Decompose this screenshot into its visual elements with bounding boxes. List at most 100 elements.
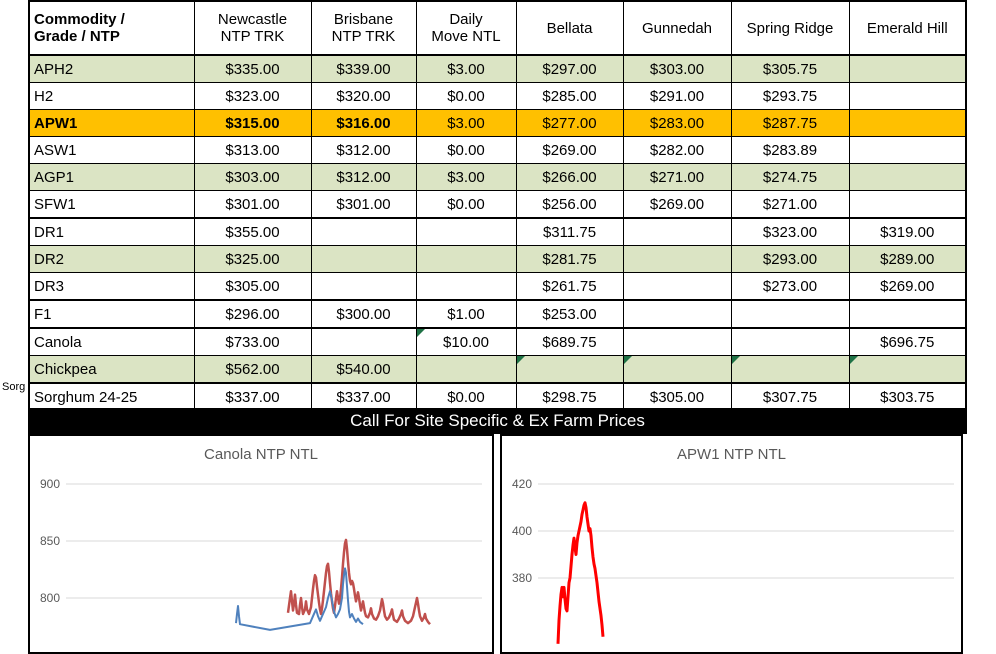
price-cell[interactable]: $355.00 xyxy=(193,217,312,246)
price-cell[interactable]: $320.00 xyxy=(310,82,417,110)
price-cell[interactable]: $3.00 xyxy=(415,54,517,83)
price-cell[interactable]: $325.00 xyxy=(193,245,312,273)
price-cell[interactable]: $312.00 xyxy=(310,163,417,191)
price-cell[interactable]: $733.00 xyxy=(193,327,312,356)
price-cell[interactable] xyxy=(515,355,624,384)
column-header[interactable]: Newcastle NTP TRK xyxy=(193,0,312,56)
price-cell[interactable]: $266.00 xyxy=(515,163,624,191)
price-cell[interactable]: $0.00 xyxy=(415,382,517,412)
price-cell[interactable]: $3.00 xyxy=(415,109,517,137)
price-cell[interactable]: $3.00 xyxy=(415,163,517,191)
price-cell[interactable]: $315.00 xyxy=(193,109,312,137)
price-cell[interactable]: $335.00 xyxy=(193,54,312,83)
price-cell[interactable]: $296.00 xyxy=(193,299,312,329)
price-cell[interactable]: $562.00 xyxy=(193,355,312,384)
price-cell[interactable]: $689.75 xyxy=(515,327,624,356)
price-cell[interactable]: $269.00 xyxy=(622,190,732,219)
price-cell[interactable] xyxy=(415,245,517,273)
price-cell[interactable] xyxy=(310,272,417,301)
row-label[interactable]: APH2 xyxy=(28,54,195,83)
price-cell[interactable] xyxy=(848,109,967,137)
row-label[interactable]: F1 xyxy=(28,299,195,329)
row-label[interactable]: DR3 xyxy=(28,272,195,301)
price-cell[interactable] xyxy=(622,327,732,356)
price-cell[interactable]: $1.00 xyxy=(415,299,517,329)
price-cell[interactable]: $0.00 xyxy=(415,190,517,219)
price-cell[interactable] xyxy=(622,355,732,384)
price-cell[interactable]: $0.00 xyxy=(415,82,517,110)
price-cell[interactable]: $283.00 xyxy=(622,109,732,137)
price-cell[interactable]: $301.00 xyxy=(193,190,312,219)
price-cell[interactable]: $269.00 xyxy=(515,136,624,164)
price-cell[interactable]: $323.00 xyxy=(193,82,312,110)
price-cell[interactable] xyxy=(310,245,417,273)
row-label[interactable]: AGP1 xyxy=(28,163,195,191)
price-cell[interactable]: $337.00 xyxy=(310,382,417,412)
column-header[interactable]: Spring Ridge xyxy=(730,0,850,56)
price-cell[interactable] xyxy=(415,217,517,246)
price-cell[interactable] xyxy=(415,355,517,384)
price-cell[interactable]: $540.00 xyxy=(310,355,417,384)
row-label[interactable]: DR2 xyxy=(28,245,195,273)
price-cell[interactable]: $256.00 xyxy=(515,190,624,219)
price-cell[interactable]: $305.00 xyxy=(193,272,312,301)
price-cell[interactable] xyxy=(730,299,850,329)
column-header[interactable]: Gunnedah xyxy=(622,0,732,56)
price-cell[interactable]: $274.75 xyxy=(730,163,850,191)
price-cell[interactable] xyxy=(730,327,850,356)
price-cell[interactable]: $297.00 xyxy=(515,54,624,83)
price-cell[interactable] xyxy=(848,136,967,164)
price-cell[interactable] xyxy=(415,272,517,301)
price-cell[interactable]: $316.00 xyxy=(310,109,417,137)
price-cell[interactable]: $301.00 xyxy=(310,190,417,219)
price-cell[interactable] xyxy=(730,355,850,384)
price-cell[interactable]: $312.00 xyxy=(310,136,417,164)
row-label[interactable]: H2 xyxy=(28,82,195,110)
price-cell[interactable]: $253.00 xyxy=(515,299,624,329)
row-label[interactable]: SFW1 xyxy=(28,190,195,219)
row-label[interactable]: Sorghum 24-25 xyxy=(28,382,195,412)
column-header[interactable]: Brisbane NTP TRK xyxy=(310,0,417,56)
row-label[interactable]: ASW1 xyxy=(28,136,195,164)
column-header[interactable]: Daily Move NTL xyxy=(415,0,517,56)
price-cell[interactable]: $293.00 xyxy=(730,245,850,273)
price-cell[interactable]: $323.00 xyxy=(730,217,850,246)
row-label[interactable]: APW1 xyxy=(28,109,195,137)
price-cell[interactable]: $282.00 xyxy=(622,136,732,164)
price-cell[interactable]: $283.89 xyxy=(730,136,850,164)
row-label[interactable]: Canola xyxy=(28,327,195,356)
price-cell[interactable] xyxy=(848,355,967,384)
price-cell[interactable]: $269.00 xyxy=(848,272,967,301)
price-cell[interactable] xyxy=(848,54,967,83)
price-cell[interactable]: $281.75 xyxy=(515,245,624,273)
price-cell[interactable] xyxy=(622,217,732,246)
price-cell[interactable]: $307.75 xyxy=(730,382,850,412)
price-cell[interactable]: $300.00 xyxy=(310,299,417,329)
price-cell[interactable]: $313.00 xyxy=(193,136,312,164)
price-cell[interactable]: $261.75 xyxy=(515,272,624,301)
price-cell[interactable]: $303.00 xyxy=(193,163,312,191)
price-cell[interactable]: $10.00 xyxy=(415,327,517,356)
price-cell[interactable] xyxy=(622,299,732,329)
price-cell[interactable]: $271.00 xyxy=(730,190,850,219)
column-header[interactable]: Emerald Hill xyxy=(848,0,967,56)
price-cell[interactable]: $305.75 xyxy=(730,54,850,83)
price-cell[interactable]: $277.00 xyxy=(515,109,624,137)
price-cell[interactable]: $311.75 xyxy=(515,217,624,246)
price-cell[interactable] xyxy=(622,272,732,301)
price-cell[interactable] xyxy=(310,217,417,246)
price-cell[interactable]: $298.75 xyxy=(515,382,624,412)
price-cell[interactable] xyxy=(848,299,967,329)
price-cell[interactable]: $339.00 xyxy=(310,54,417,83)
price-cell[interactable]: $319.00 xyxy=(848,217,967,246)
price-cell[interactable] xyxy=(848,163,967,191)
price-cell[interactable]: $285.00 xyxy=(515,82,624,110)
price-cell[interactable]: $291.00 xyxy=(622,82,732,110)
price-cell[interactable] xyxy=(310,327,417,356)
price-cell[interactable]: $0.00 xyxy=(415,136,517,164)
row-label[interactable]: DR1 xyxy=(28,217,195,246)
price-cell[interactable]: $305.00 xyxy=(622,382,732,412)
row-label[interactable]: Chickpea xyxy=(28,355,195,384)
price-cell[interactable]: $273.00 xyxy=(730,272,850,301)
price-cell[interactable]: $303.00 xyxy=(622,54,732,83)
